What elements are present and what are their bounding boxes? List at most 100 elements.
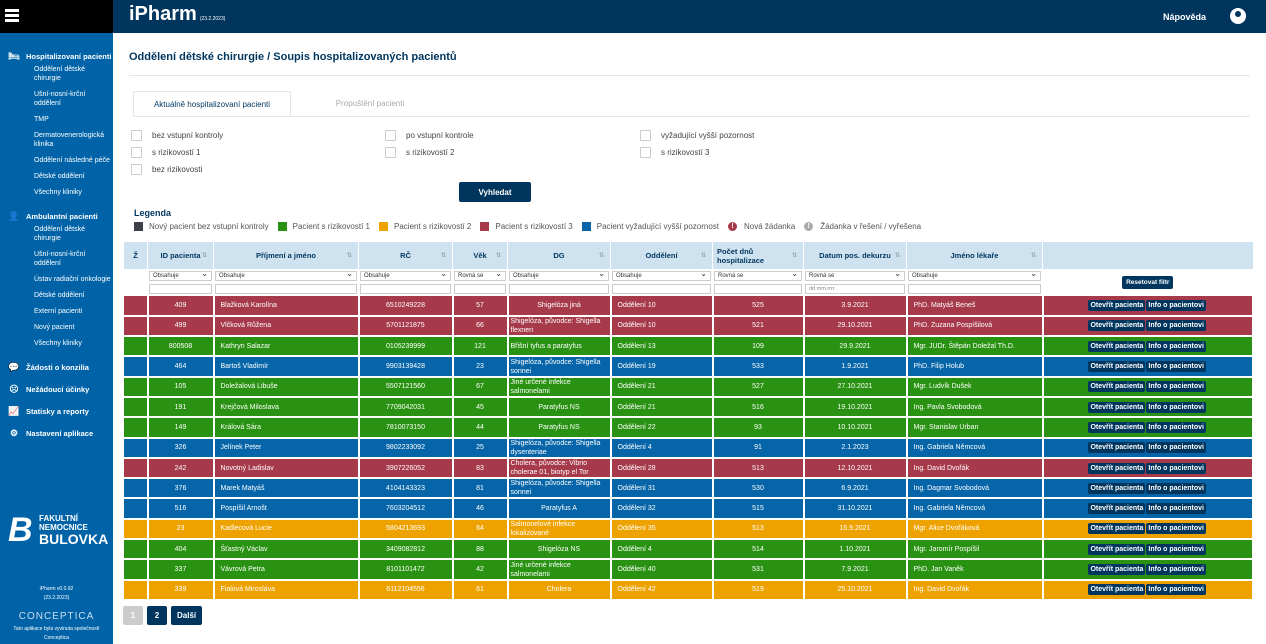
checkbox-box[interactable] <box>385 130 396 141</box>
patient-info-button[interactable]: Info o pacientovi <box>1146 421 1207 433</box>
patient-info-button[interactable]: Info o pacientovi <box>1146 584 1207 596</box>
patient-info-button[interactable]: Info o pacientovi <box>1146 543 1207 555</box>
column-header[interactable]: Věk ⇅ <box>452 241 508 270</box>
sidebar-item[interactable]: Nový pacient <box>34 324 75 331</box>
sort-icon[interactable]: ⇅ <box>700 253 706 259</box>
patient-info-button[interactable]: Info o pacientovi <box>1146 442 1207 454</box>
filter-input[interactable] <box>215 284 357 294</box>
reset-filter-button[interactable]: Resetovat filtr <box>1122 276 1174 289</box>
next-page-button[interactable]: Další <box>171 606 203 625</box>
filter-operator-select[interactable]: Obsahuje <box>360 269 451 281</box>
table-row[interactable]: 149 Králová Sára 7810073150 44 Paratyfus NS O… <box>123 417 1254 439</box>
sort-icon[interactable]: ⇅ <box>201 253 207 259</box>
table-row[interactable]: 499 Vlčková Růžena 5701121875 66 Shigelóza, … <box>123 315 1254 338</box>
sidebar-item[interactable]: Dermatovenerologická klinika <box>34 132 105 148</box>
open-patient-button[interactable]: Otevřít pacienta <box>1088 442 1146 454</box>
table-row[interactable]: 337 Vávrová Petra 8101101472 42 Jiné určené … <box>123 559 1254 581</box>
filter-input[interactable] <box>149 284 212 294</box>
checkbox-box[interactable] <box>131 147 142 158</box>
filter-operator-select[interactable]: Obsahuje <box>908 269 1041 281</box>
patient-info-button[interactable]: Info o pacientovi <box>1146 361 1207 373</box>
open-patient-button[interactable]: Otevřít pacienta <box>1088 523 1146 535</box>
tab-discharged-patients[interactable]: Propuštění pacienti <box>335 99 405 108</box>
column-header[interactable]: Datum pos. dekurzu ⇅ <box>803 241 907 270</box>
filter-input[interactable] <box>714 284 802 294</box>
filter-checkbox[interactable]: vyžadující vyšší pozornost <box>640 130 754 141</box>
column-header[interactable]: Počet dnů hospitalizace ⇅ <box>712 241 804 270</box>
filter-checkbox[interactable]: s rizikovostí 3 <box>640 147 709 158</box>
filter-operator-select[interactable]: Rovná se <box>454 269 506 281</box>
table-row[interactable]: 326 Jelínek Peter 9802233092 25 Shigelóza, p… <box>123 437 1254 459</box>
sidebar-item[interactable]: Dětské oddělení <box>34 292 85 299</box>
sidebar-section[interactable]: 📈 Statisky a reporty <box>0 404 113 418</box>
filter-checkbox[interactable]: s rizikovostí 2 <box>385 147 454 158</box>
open-patient-button[interactable]: Otevřít pacienta <box>1088 564 1146 575</box>
column-header[interactable]: Oddělení ⇅ <box>610 241 713 270</box>
sort-icon[interactable]: ⇅ <box>791 253 797 259</box>
filter-operator-select[interactable]: Rovná se <box>805 269 905 281</box>
filter-checkbox[interactable]: po vstupní kontrole <box>385 130 474 141</box>
open-patient-button[interactable]: Otevřít pacienta <box>1088 503 1146 515</box>
filter-input[interactable] <box>612 284 711 294</box>
sidebar-item[interactable]: TMP <box>34 116 49 123</box>
sidebar-section[interactable]: 🛏 Hospitalizovaní pacienti <box>0 49 113 63</box>
column-header[interactable]: Ž <box>123 241 148 270</box>
table-row[interactable]: 516 Pospíšil Arnošt 7603204512 46 Paratyfus … <box>123 498 1254 520</box>
patient-info-button[interactable]: Info o pacientovi <box>1146 503 1207 515</box>
table-row[interactable]: 409 Blažková Karolína 6510249228 57 Shigelóz… <box>123 295 1254 317</box>
sidebar-item[interactable]: Oddělení dětské chirurgie <box>34 66 85 82</box>
sort-icon[interactable]: ⇅ <box>1030 253 1036 259</box>
open-patient-button[interactable]: Otevřít pacienta <box>1088 299 1146 311</box>
filter-input[interactable]: dd.mm.rrrr <box>805 284 905 294</box>
patient-info-button[interactable]: Info o pacientovi <box>1146 340 1207 352</box>
filter-input[interactable] <box>908 284 1041 294</box>
filter-operator-select[interactable]: Obsahuje <box>612 269 711 281</box>
sidebar-item[interactable]: Dětské oddělení <box>34 173 85 180</box>
sidebar-item[interactable]: Ústav radiační onkologie <box>34 276 111 283</box>
open-patient-button[interactable]: Otevřít pacienta <box>1088 401 1146 413</box>
table-row[interactable]: 339 Fialová Miroslava 6112104556 61 Cholera O… <box>123 579 1254 601</box>
open-patient-button[interactable]: Otevřít pacienta <box>1088 320 1146 332</box>
filter-operator-select[interactable]: Obsahuje <box>215 269 357 281</box>
user-avatar-icon[interactable] <box>1230 8 1246 24</box>
open-patient-button[interactable]: Otevřít pacienta <box>1088 543 1146 555</box>
sidebar-item[interactable]: Všechny kliniky <box>34 340 82 347</box>
sidebar-section[interactable]: 👤 Ambulantní pacienti <box>0 209 113 223</box>
column-header[interactable]: Jméno lékaře ⇅ <box>906 241 1043 270</box>
patient-info-button[interactable]: Info o pacientovi <box>1146 482 1207 494</box>
sort-icon[interactable]: ⇅ <box>346 253 352 259</box>
patient-info-button[interactable]: Info o pacientovi <box>1146 299 1207 311</box>
table-row[interactable]: 404 Šťastný Václav 3409082812 88 Shigelóza N… <box>123 539 1254 561</box>
open-patient-button[interactable]: Otevřít pacienta <box>1088 462 1146 474</box>
checkbox-box[interactable] <box>640 130 651 141</box>
tab-current-patients[interactable]: Aktuálně hospitalizovaní pacienti <box>133 91 291 116</box>
table-row[interactable]: 464 Bartoš Vladimír 9903139428 23 Shigelóza,… <box>123 356 1254 378</box>
sidebar-item[interactable]: Ušní-nosní-krční oddělení <box>34 251 86 267</box>
filter-input[interactable] <box>454 284 506 294</box>
sidebar-section[interactable]: ☹ Nežádoucí účinky <box>0 382 113 396</box>
search-button[interactable]: Vyhledat <box>459 182 531 202</box>
table-row[interactable]: 191 Krejčová Miloslava 7709042031 45 Paratyf… <box>123 396 1254 419</box>
open-patient-button[interactable]: Otevřít pacienta <box>1088 482 1146 494</box>
column-header[interactable]: DG ⇅ <box>507 241 611 270</box>
help-link[interactable]: Nápověda <box>1162 12 1206 22</box>
open-patient-button[interactable]: Otevřít pacienta <box>1088 421 1146 433</box>
sort-icon[interactable]: ⇅ <box>495 253 501 259</box>
open-patient-button[interactable]: Otevřít pacienta <box>1088 361 1146 373</box>
patient-info-button[interactable]: Info o pacientovi <box>1146 320 1207 332</box>
sort-icon[interactable]: ⇅ <box>598 253 604 259</box>
checkbox-box[interactable] <box>131 130 142 141</box>
filter-checkbox[interactable]: s rizikovostí 1 <box>131 147 200 158</box>
filter-operator-select[interactable]: Obsahuje <box>509 269 609 281</box>
hamburger-menu-icon[interactable] <box>5 9 21 22</box>
open-patient-button[interactable]: Otevřít pacienta <box>1088 381 1146 393</box>
open-patient-button[interactable]: Otevřít pacienta <box>1088 584 1146 596</box>
patient-info-button[interactable]: Info o pacientovi <box>1146 564 1207 575</box>
sidebar-section[interactable]: 💬 Žádosti o konzilia <box>0 360 113 374</box>
patient-info-button[interactable]: Info o pacientovi <box>1146 462 1207 474</box>
page-button[interactable]: 2 <box>147 606 167 625</box>
page-button[interactable]: 1 <box>123 606 143 625</box>
sidebar-section[interactable]: ⚙ Nastavení aplikace <box>0 426 113 440</box>
filter-input[interactable] <box>509 284 609 294</box>
open-patient-button[interactable]: Otevřít pacienta <box>1088 340 1146 352</box>
